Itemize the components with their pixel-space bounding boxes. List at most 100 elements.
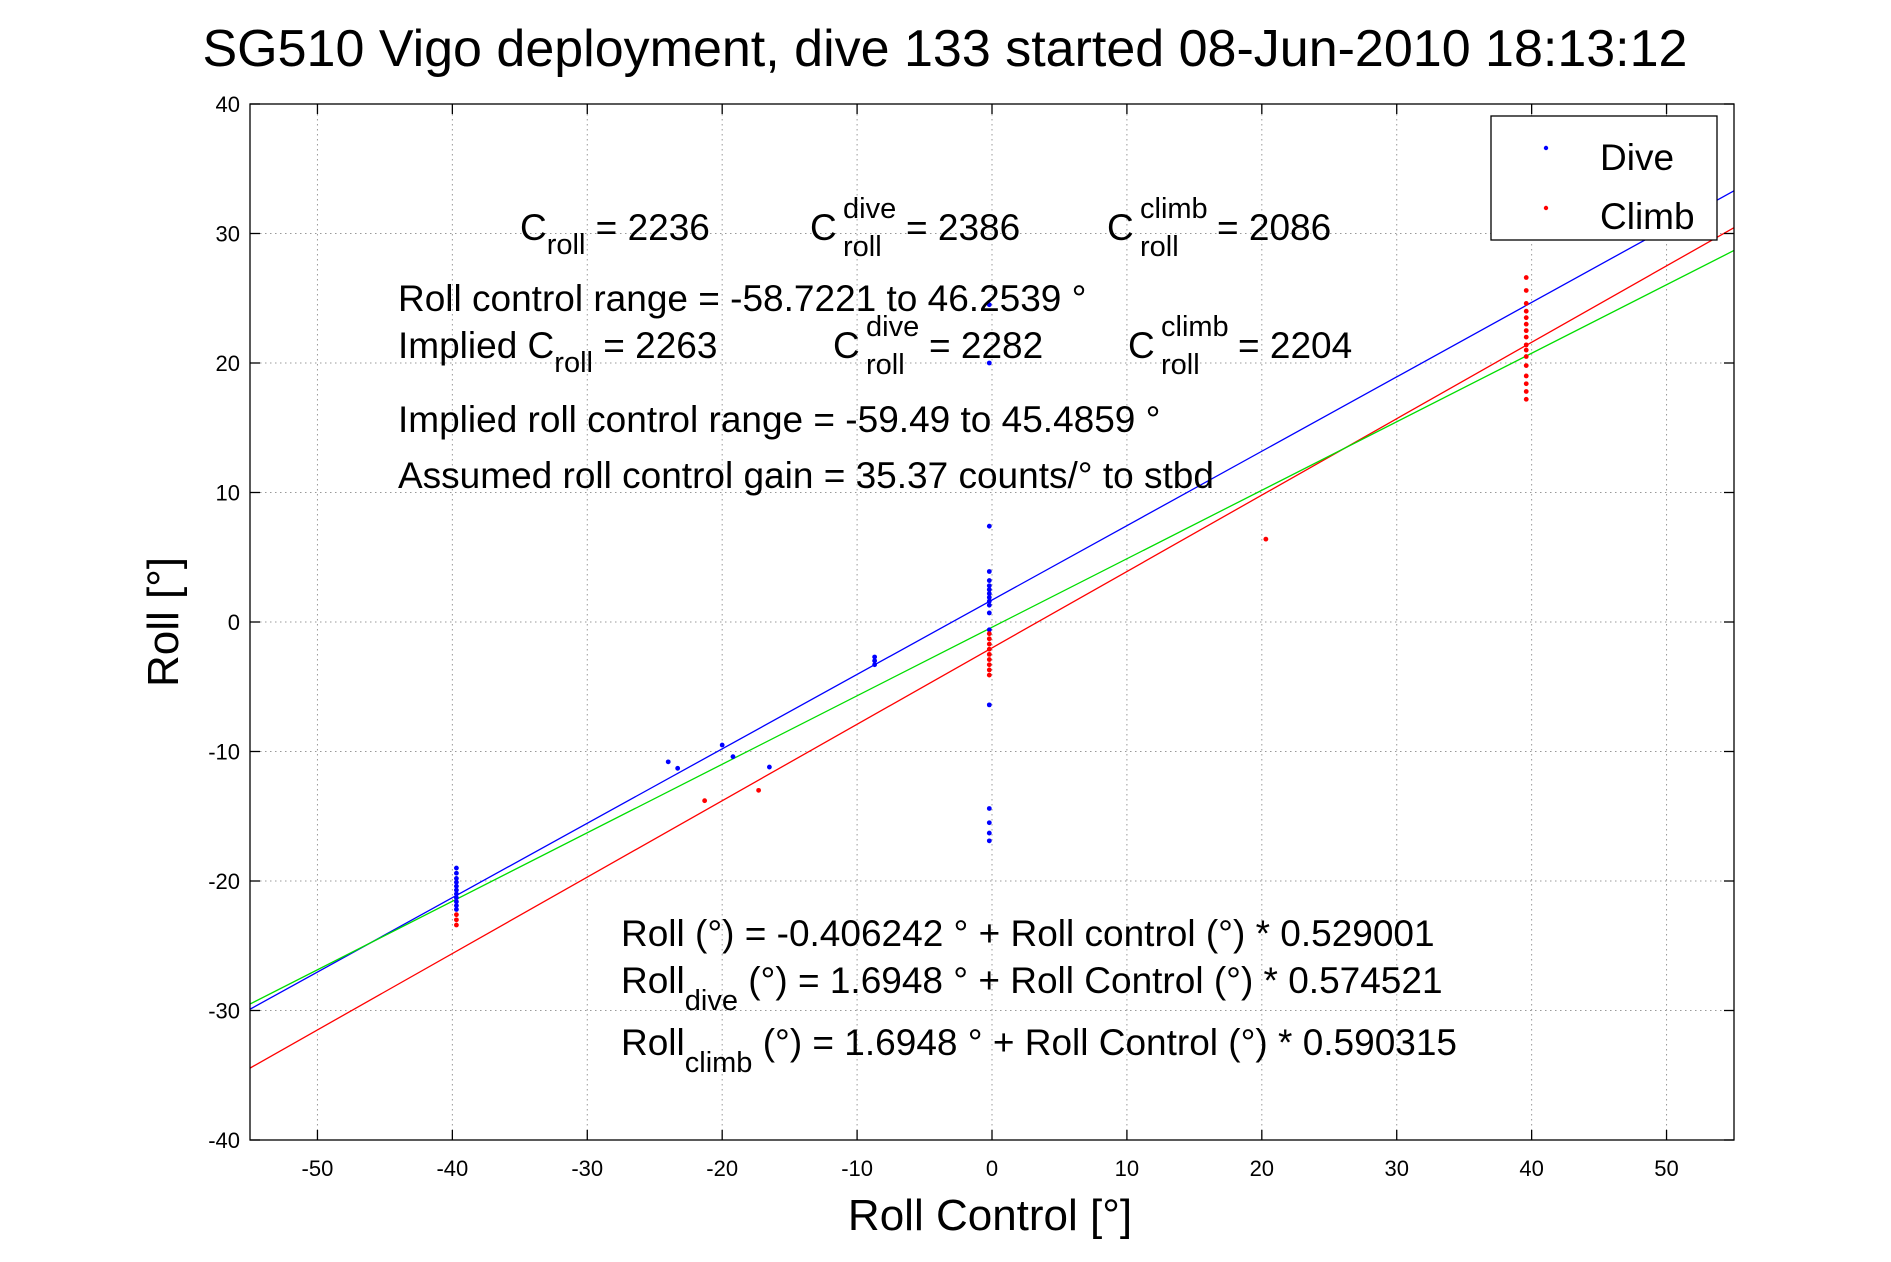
point-climb (986, 651, 992, 657)
point-dive (986, 838, 992, 844)
point-climb (1523, 396, 1529, 402)
point-dive (454, 903, 459, 909)
point-dive (986, 523, 992, 529)
axis-ticks: -50 -40 -30 -20 -10 0 10 20 30 40 50 -40 -30 -20 -10 0 1… (208, 92, 1734, 1181)
x-tick-label: -30 (571, 1156, 603, 1181)
annotation-nominal-c-dive-value: = 2386 (906, 207, 1020, 248)
x-tick-label: 40 (1519, 1156, 1543, 1181)
point-dive (730, 754, 736, 760)
point-dive (986, 583, 992, 589)
point-dive (454, 870, 459, 876)
legend-box (1490, 115, 1718, 241)
annotation-implied-c-roll: Implied Croll = 2263 (398, 325, 717, 379)
y-tick-label: -20 (208, 869, 240, 894)
x-tick-label: -50 (302, 1156, 334, 1181)
y-axis-label: Roll [°] (139, 557, 188, 687)
point-dive (454, 865, 459, 871)
point-dive (872, 658, 878, 664)
x-tick-label: 10 (1115, 1156, 1139, 1181)
point-climb (986, 631, 992, 637)
annotation-nominal-c-dive-sup: dive (843, 193, 896, 225)
point-climb (1523, 363, 1529, 368)
chart-title: SG510 Vigo deployment, dive 133 started … (203, 20, 1688, 78)
point-climb (986, 672, 992, 678)
point-dive (986, 591, 992, 596)
y-tick-label: -10 (208, 740, 240, 765)
annotation-nominal-c-climb-value: = 2086 (1217, 207, 1331, 248)
x-axis-label: Roll Control [°] (848, 1191, 1132, 1240)
point-dive (986, 610, 992, 616)
point-dive (986, 578, 992, 583)
y-tick-label: -30 (208, 999, 240, 1024)
point-climb (1523, 342, 1529, 348)
point-dive (454, 891, 459, 897)
point-climb (1523, 373, 1529, 379)
point-climb (1523, 328, 1529, 334)
annotation-nominal-c-climb-sup: climb (1140, 193, 1208, 225)
annotation-implied-c-climb-sub: roll (1161, 349, 1200, 381)
x-tick-label: -10 (841, 1156, 873, 1181)
point-dive (454, 876, 459, 881)
x-tick-label: 20 (1250, 1156, 1274, 1181)
point-climb (1523, 308, 1529, 314)
point-climb (454, 912, 459, 918)
y-tick-label: 0 (228, 610, 240, 635)
legend-label-dive: Dive (1600, 137, 1674, 178)
annotation-implied-range: Implied roll control range = -59.49 to 4… (398, 399, 1160, 440)
annotation-implied-c-dive: C (833, 325, 860, 366)
point-climb (986, 646, 992, 652)
annotation-implied-c-climb-sup: climb (1161, 311, 1229, 343)
point-climb (986, 636, 992, 642)
x-tick-label: 0 (986, 1156, 998, 1181)
point-climb (1523, 288, 1529, 293)
annotation-nominal-c-dive: C (810, 207, 837, 248)
annotation-gain: Assumed roll control gain = 35.37 counts… (398, 455, 1214, 496)
annotation-fit-all: Roll (°) = -0.406242 ° + Roll control (°… (621, 913, 1435, 954)
point-climb (454, 922, 459, 928)
point-dive (986, 569, 992, 574)
annotation-nominal-c-roll: Croll = 2236 (520, 207, 710, 261)
point-dive (986, 820, 992, 826)
annotation-implied-c-climb: C (1128, 325, 1155, 366)
fit-line-0 (249, 190, 1735, 1010)
point-dive (986, 830, 992, 836)
point-climb (1523, 334, 1529, 340)
point-climb (1523, 315, 1529, 321)
point-dive (454, 907, 459, 912)
y-tick-label: 10 (216, 481, 240, 506)
annotation-implied-c-dive-value: = 2282 (929, 325, 1043, 366)
annotation-nominal-c-dive-sub: roll (843, 231, 882, 263)
annotation-fit-dive: Rolldive (°) = 1.6948 ° + Roll Control (… (621, 960, 1443, 1017)
legend-label-climb: Climb (1600, 196, 1695, 237)
fit-line-2 (249, 249, 1735, 1005)
y-tick-label: 30 (216, 222, 240, 247)
point-climb (986, 641, 992, 647)
annotations: Croll = 2236 C dive roll = 2386 C climb … (398, 193, 1457, 1079)
fit-lines (249, 190, 1735, 1069)
point-dive (872, 662, 878, 668)
y-tick-label: -40 (208, 1128, 240, 1153)
point-dive (767, 764, 772, 770)
annotation-nominal-c-climb: C (1107, 207, 1134, 248)
point-climb (756, 787, 762, 793)
point-climb (986, 662, 992, 668)
legend-marker-dive (1543, 145, 1549, 151)
point-dive (665, 759, 671, 765)
x-tick-label: -40 (436, 1156, 468, 1181)
point-dive (986, 627, 992, 633)
y-tick-label: 40 (216, 92, 240, 117)
point-dive (454, 887, 459, 893)
point-dive (719, 742, 725, 748)
annotation-fit-climb: Rollclimb (°) = 1.6948 ° + Roll Control … (621, 1022, 1457, 1079)
point-climb (1523, 354, 1529, 359)
point-dive (675, 765, 681, 771)
point-climb (702, 798, 708, 804)
point-dive (986, 587, 992, 593)
point-dive (986, 302, 992, 308)
fit-line-1 (249, 227, 1735, 1069)
annotation-implied-c-dive-sup: dive (866, 311, 919, 343)
point-dive (872, 654, 878, 660)
legend-marker-climb (1543, 205, 1549, 211)
data-points (454, 275, 1529, 928)
